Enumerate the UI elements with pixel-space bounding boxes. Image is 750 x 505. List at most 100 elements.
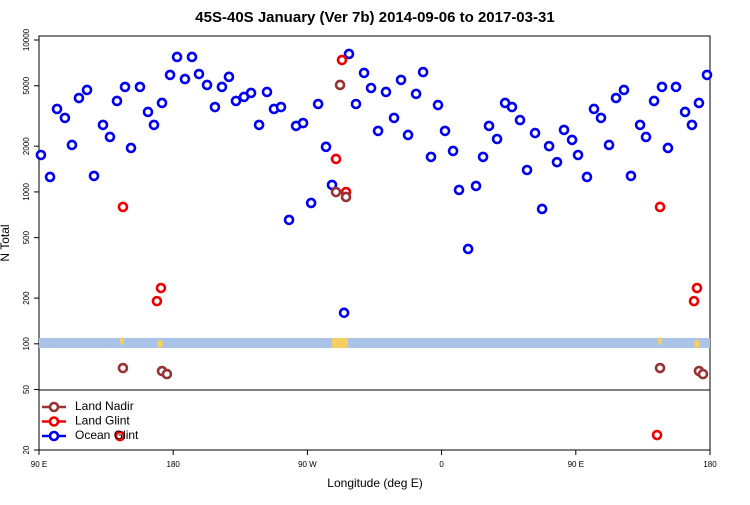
point bbox=[640, 131, 652, 143]
point bbox=[551, 156, 563, 168]
point bbox=[410, 88, 422, 100]
point bbox=[253, 119, 265, 131]
point bbox=[566, 134, 578, 146]
land-patch bbox=[694, 340, 700, 348]
point bbox=[447, 145, 459, 157]
point bbox=[395, 74, 407, 86]
legend-marker bbox=[48, 401, 60, 413]
land-patch bbox=[157, 340, 163, 348]
point bbox=[114, 430, 126, 442]
point bbox=[35, 149, 47, 161]
point bbox=[245, 87, 257, 99]
legend-marker bbox=[48, 430, 60, 442]
marks bbox=[35, 48, 713, 442]
point bbox=[417, 66, 429, 78]
point bbox=[340, 191, 352, 203]
point bbox=[44, 171, 56, 183]
point bbox=[670, 81, 682, 93]
point bbox=[688, 295, 700, 307]
point bbox=[343, 48, 355, 60]
point bbox=[117, 362, 129, 374]
point bbox=[156, 97, 168, 109]
point bbox=[558, 124, 570, 136]
point bbox=[470, 180, 482, 192]
point bbox=[491, 133, 503, 145]
point bbox=[679, 106, 691, 118]
y-tick-label: 1000 bbox=[22, 182, 31, 200]
y-axis-label: N Total bbox=[0, 224, 12, 261]
point bbox=[117, 201, 129, 213]
point bbox=[171, 51, 183, 63]
point bbox=[521, 164, 533, 176]
point bbox=[625, 170, 637, 182]
point bbox=[350, 98, 362, 110]
legend-marker bbox=[48, 416, 60, 427]
point bbox=[651, 429, 663, 441]
point bbox=[223, 71, 235, 83]
point bbox=[648, 95, 660, 107]
y-tick-label: 500 bbox=[22, 230, 31, 244]
point bbox=[104, 131, 116, 143]
point bbox=[59, 112, 71, 124]
land-band bbox=[39, 338, 710, 348]
point bbox=[142, 106, 154, 118]
point bbox=[697, 368, 709, 380]
point bbox=[275, 101, 287, 113]
point bbox=[97, 119, 109, 131]
point bbox=[462, 243, 474, 255]
point bbox=[365, 82, 377, 94]
point bbox=[358, 67, 370, 79]
point bbox=[51, 103, 63, 115]
point bbox=[334, 79, 346, 91]
point bbox=[595, 112, 607, 124]
y-tick-label: 5000 bbox=[22, 76, 31, 94]
y-tick-label: 20 bbox=[22, 445, 31, 454]
point bbox=[432, 99, 444, 111]
legend-label: Land Nadir bbox=[75, 399, 134, 413]
point bbox=[155, 282, 167, 294]
point bbox=[193, 68, 205, 80]
x-tick-label: 90 W bbox=[298, 460, 317, 469]
point bbox=[581, 171, 593, 183]
y-tick-label: 100 bbox=[22, 337, 31, 351]
point bbox=[654, 201, 666, 213]
point bbox=[402, 129, 414, 141]
point bbox=[453, 184, 465, 196]
point bbox=[634, 119, 646, 131]
point bbox=[161, 368, 173, 380]
point bbox=[572, 149, 584, 161]
point bbox=[283, 214, 295, 226]
land-patch bbox=[658, 337, 662, 345]
point bbox=[186, 51, 198, 63]
y-tick-label: 50 bbox=[22, 385, 31, 394]
point bbox=[483, 120, 495, 132]
point bbox=[610, 92, 622, 104]
chart-title: 45S-40S January (Ver 7b) 2014-09-06 to 2… bbox=[195, 9, 554, 26]
point bbox=[151, 295, 163, 307]
point bbox=[506, 101, 518, 113]
point bbox=[691, 282, 703, 294]
x-tick-label: 180 bbox=[703, 460, 717, 469]
point bbox=[701, 69, 713, 81]
point bbox=[693, 97, 705, 109]
point bbox=[261, 86, 273, 98]
point bbox=[164, 69, 176, 81]
legend-label: Ocean Glint bbox=[75, 428, 139, 442]
point bbox=[425, 151, 437, 163]
point bbox=[201, 79, 213, 91]
land-patch bbox=[332, 338, 348, 348]
point bbox=[330, 186, 342, 198]
point bbox=[588, 103, 600, 115]
x-axis-label: Longitude (deg E) bbox=[327, 476, 422, 490]
x-tick-label: 0 bbox=[439, 460, 444, 469]
point bbox=[372, 125, 384, 137]
point bbox=[320, 141, 332, 153]
point bbox=[618, 84, 630, 96]
point bbox=[81, 84, 93, 96]
point bbox=[230, 95, 242, 107]
point bbox=[529, 127, 541, 139]
point bbox=[134, 81, 146, 93]
point bbox=[125, 142, 137, 154]
